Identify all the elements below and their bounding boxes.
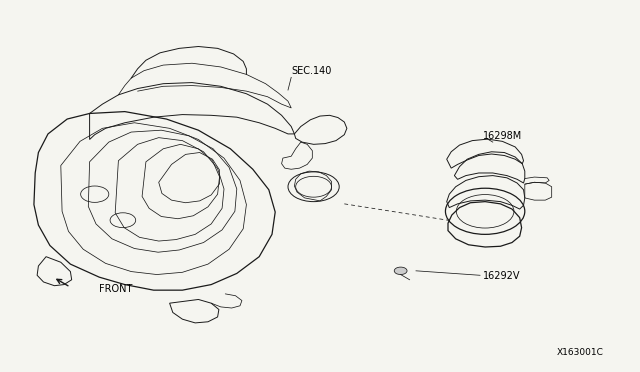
Text: 16292V: 16292V xyxy=(483,271,521,281)
Text: X163001C: X163001C xyxy=(557,348,604,357)
Circle shape xyxy=(394,267,407,275)
Text: 16298M: 16298M xyxy=(483,131,522,141)
Text: SEC.140: SEC.140 xyxy=(291,66,332,76)
Text: FRONT: FRONT xyxy=(99,284,132,294)
